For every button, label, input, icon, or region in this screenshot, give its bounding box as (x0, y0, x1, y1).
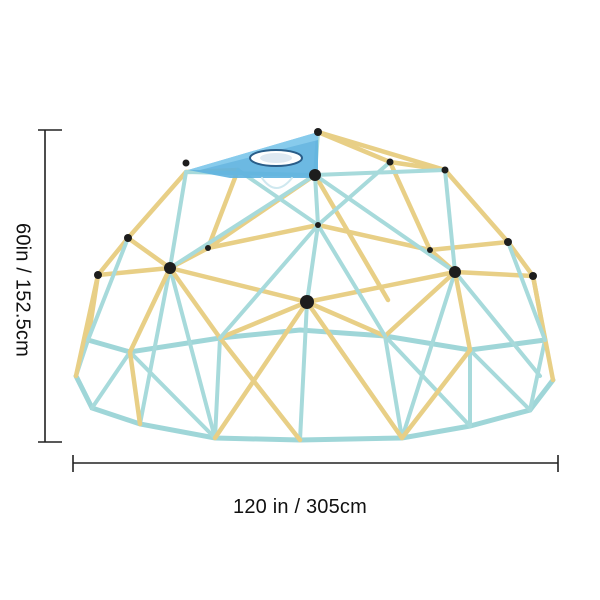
dome-lower-struts (74, 266, 547, 442)
width-dimension-line (72, 455, 559, 472)
width-dimension-label: 120 in / 305cm (233, 496, 367, 518)
canopy-shade (188, 132, 318, 189)
dome-frame (73, 128, 556, 443)
height-dimension-label: 60in / 152.5cm (11, 223, 34, 357)
height-dimension-line (38, 129, 62, 443)
dome-connectors (94, 128, 537, 309)
